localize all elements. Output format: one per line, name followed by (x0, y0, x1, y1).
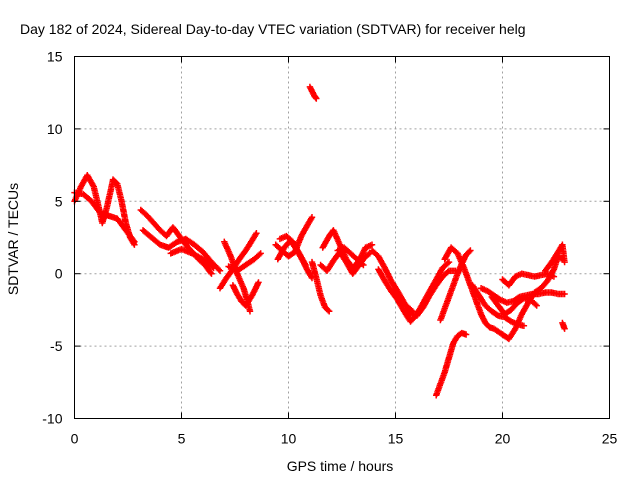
x-tick-label: 5 (178, 431, 186, 447)
data-series (216, 230, 260, 292)
data-point (466, 248, 473, 255)
x-tick-label: 15 (388, 431, 404, 447)
data-series (229, 279, 262, 309)
data-point (209, 263, 216, 270)
x-tick-label: 20 (495, 431, 511, 447)
data-point (216, 267, 224, 274)
data-point (368, 241, 376, 248)
data-point (444, 268, 451, 276)
data-series (488, 293, 540, 318)
y-tick-label: 10 (47, 121, 63, 137)
data-series (499, 270, 558, 289)
data-point (210, 264, 217, 272)
y-axis-label: SDTVAR / TECUs (5, 183, 21, 295)
data-series (306, 83, 320, 102)
data-point (408, 307, 415, 314)
y-tick-label: -10 (42, 411, 62, 427)
data-point (561, 290, 568, 298)
data-point (208, 270, 215, 277)
data-point (324, 307, 332, 314)
data-point (257, 250, 264, 257)
data-point (561, 258, 568, 266)
data-point (207, 269, 214, 276)
data-point (360, 261, 367, 269)
data-point (255, 279, 262, 286)
data-point (256, 251, 263, 258)
data-point (561, 325, 568, 332)
data-series (433, 329, 470, 399)
y-tick-label: 15 (47, 49, 63, 65)
x-tick-label: 10 (281, 431, 297, 447)
data-point (444, 260, 451, 267)
data-point (130, 237, 137, 244)
data-series (334, 244, 367, 269)
y-tick-label: 5 (55, 193, 63, 209)
plot-frame (74, 56, 610, 419)
data-point (532, 301, 539, 308)
data-point (253, 230, 260, 237)
x-tick-label: 0 (71, 431, 79, 447)
data-series (308, 258, 333, 315)
data-series (71, 189, 138, 245)
x-axis-label: GPS time / hours (287, 458, 394, 474)
data-point (302, 261, 309, 269)
data-point (533, 302, 540, 309)
data-point (326, 308, 333, 315)
data-series (225, 250, 264, 274)
data-point (493, 311, 501, 318)
y-tick-label: 0 (55, 266, 63, 282)
data-point (246, 308, 254, 315)
data-series (559, 319, 568, 332)
data-point (409, 308, 416, 315)
data-point (358, 260, 366, 268)
data-series (441, 244, 506, 338)
data-series (542, 241, 568, 274)
data-point (445, 258, 453, 266)
data-point (550, 273, 558, 280)
data-series (167, 245, 217, 272)
data-points (71, 83, 568, 399)
axis-ticks: 0 5 10 15 20 25 -10 -5 0 5 10 15 (42, 49, 617, 447)
data-point (462, 331, 470, 338)
y-tick-label: -5 (50, 338, 63, 354)
data-point (308, 214, 316, 221)
data-point (131, 238, 138, 245)
data-point (313, 95, 320, 102)
data-series (375, 258, 453, 325)
data-series (276, 232, 309, 269)
data-point (215, 266, 222, 273)
x-tick-label: 25 (602, 431, 618, 447)
chart-title: Day 182 of 2024, Sidereal Day-to-day VTE… (20, 21, 526, 37)
data-series (390, 287, 416, 315)
data-point (467, 247, 474, 254)
data-series (499, 253, 566, 343)
data-point (520, 322, 528, 329)
